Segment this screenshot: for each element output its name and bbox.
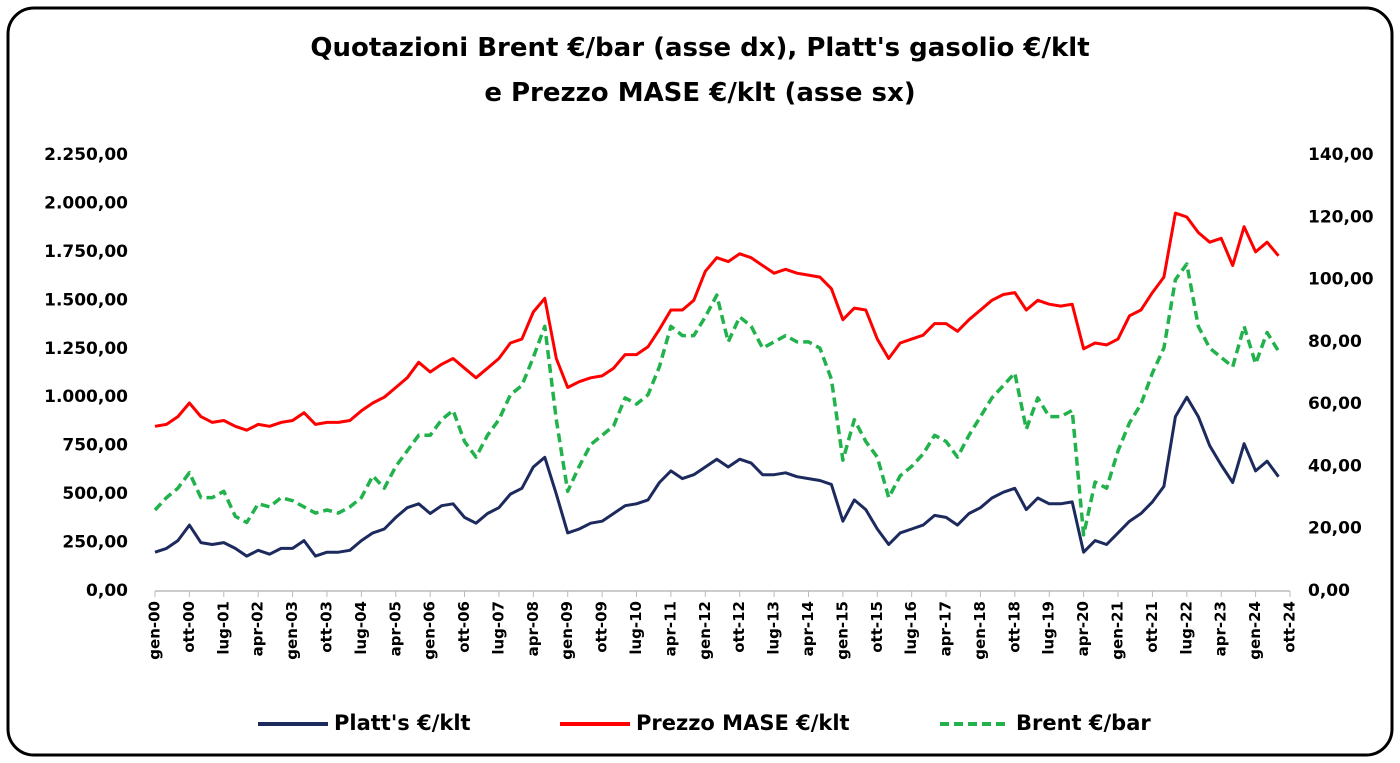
x-tick-label: apr-20 bbox=[1074, 601, 1092, 656]
x-tick-label: ott-15 bbox=[868, 601, 886, 653]
y-tick-label: 250,00 bbox=[62, 533, 128, 553]
y2-tick-label: 80,00 bbox=[1308, 332, 1362, 352]
x-tick-label: ott-12 bbox=[730, 601, 748, 653]
x-tick-label: lug-13 bbox=[765, 601, 783, 655]
x-tick-label: ott-00 bbox=[180, 601, 198, 653]
x-tick-label: apr-14 bbox=[799, 601, 817, 656]
x-tick-label: lug-22 bbox=[1177, 601, 1195, 655]
y-tick-label: 750,00 bbox=[62, 436, 128, 456]
x-tick-label: ott-18 bbox=[1005, 601, 1023, 653]
y-tick-label: 2.000,00 bbox=[44, 193, 128, 213]
x-tick-label: gen-06 bbox=[421, 601, 439, 660]
x-tick-label: apr-17 bbox=[937, 601, 955, 656]
x-tick-label: ott-09 bbox=[593, 601, 611, 653]
x-tick-label: lug-19 bbox=[1040, 601, 1058, 655]
series-line bbox=[154, 395, 1280, 558]
legend-label: Brent €/bar bbox=[1016, 711, 1151, 735]
x-tick-label: gen-21 bbox=[1109, 601, 1127, 660]
y2-tick-label: 60,00 bbox=[1308, 394, 1362, 414]
x-tick-label: ott-24 bbox=[1281, 601, 1299, 653]
x-tick-label: gen-18 bbox=[971, 601, 989, 660]
x-tick-label: lug-04 bbox=[352, 601, 370, 655]
x-tick-label: apr-02 bbox=[249, 601, 267, 656]
y-tick-label: 0,00 bbox=[86, 581, 128, 601]
y-tick-label: 2.250,00 bbox=[44, 145, 128, 165]
y2-tick-label: 140,00 bbox=[1308, 145, 1374, 165]
y2-tick-label: 20,00 bbox=[1308, 519, 1362, 539]
x-tick-label: lug-16 bbox=[902, 601, 920, 655]
x-tick-label: gen-12 bbox=[696, 601, 714, 660]
chart-title: e Prezzo MASE €/klt (asse sx) bbox=[484, 78, 915, 108]
y-tick-label: 1.750,00 bbox=[44, 242, 128, 262]
x-tick-label: gen-00 bbox=[146, 601, 164, 660]
x-tick-label: lug-07 bbox=[489, 601, 507, 655]
x-tick-label: gen-24 bbox=[1246, 601, 1264, 660]
x-tick-label: gen-03 bbox=[283, 601, 301, 660]
legend-label: Prezzo MASE €/klt bbox=[636, 711, 850, 735]
y2-tick-label: 40,00 bbox=[1308, 456, 1362, 476]
x-tick-label: gen-15 bbox=[833, 601, 851, 660]
x-tick-label: apr-11 bbox=[661, 601, 679, 656]
legend-label: Platt's €/klt bbox=[334, 711, 471, 735]
series-line bbox=[153, 262, 1280, 537]
y-tick-label: 1.500,00 bbox=[44, 290, 128, 310]
x-tick-label: apr-05 bbox=[386, 601, 404, 656]
x-tick-label: ott-21 bbox=[1143, 601, 1161, 653]
x-tick-label: apr-23 bbox=[1212, 601, 1230, 656]
x-tick-label: lug-10 bbox=[627, 601, 645, 655]
x-tick-label: ott-03 bbox=[317, 601, 335, 653]
chart-title: Quotazioni Brent €/bar (asse dx), Platt'… bbox=[310, 33, 1089, 63]
x-tick-label: ott-06 bbox=[455, 601, 473, 653]
x-tick-label: lug-01 bbox=[214, 601, 232, 655]
chart-frame bbox=[6, 6, 1394, 757]
y-tick-label: 500,00 bbox=[62, 484, 128, 504]
y2-tick-label: 120,00 bbox=[1308, 207, 1374, 227]
y-tick-label: 1.250,00 bbox=[44, 339, 128, 359]
y2-tick-label: 0,00 bbox=[1308, 581, 1350, 601]
y2-tick-label: 100,00 bbox=[1308, 270, 1374, 290]
x-tick-label: apr-08 bbox=[524, 601, 542, 656]
y-tick-label: 1.000,00 bbox=[44, 387, 128, 407]
x-tick-label: gen-09 bbox=[558, 601, 576, 660]
series-line bbox=[154, 211, 1280, 432]
